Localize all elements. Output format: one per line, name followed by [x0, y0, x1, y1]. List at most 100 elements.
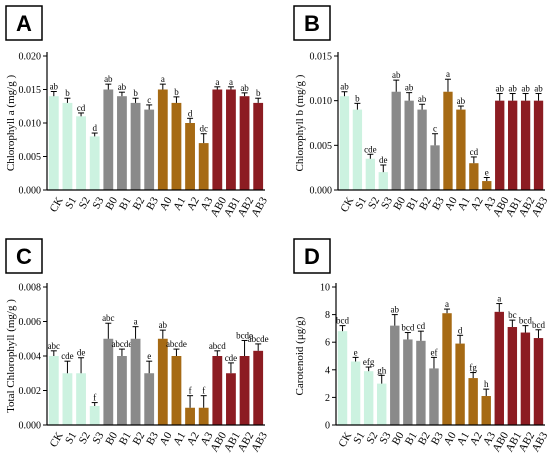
significance-label: de: [379, 155, 388, 165]
panel-letter: C: [16, 244, 32, 269]
x-tick-label: AB3: [530, 195, 550, 219]
bar-ab2: [239, 96, 250, 190]
x-tick-label: B3: [429, 430, 446, 448]
bar-ck: [337, 331, 348, 425]
panel-letter-box: [293, 5, 331, 41]
y-tick-label: 0.010: [310, 96, 333, 107]
bar-b1: [404, 100, 414, 190]
x-tick-label: B1: [404, 195, 421, 212]
significance-label: ab: [50, 82, 59, 92]
x-tick-label: B2: [131, 195, 148, 212]
bar-ab0: [494, 311, 504, 425]
significance-label: abc: [102, 313, 115, 323]
x-tick-label: S1: [63, 195, 79, 211]
bar-a0: [443, 91, 453, 190]
y-tick-label: 0.005: [310, 141, 333, 152]
significance-label: ab: [405, 83, 414, 93]
x-tick-label: A2: [469, 195, 486, 213]
chart-panel-a: AabCKbS1cdS2dS3abB0abB1bB2cB3aA0bA1dA2dc…: [5, 5, 270, 219]
bar-b0: [390, 325, 400, 425]
significance-label: abcde: [248, 334, 269, 344]
bar-s1: [62, 102, 73, 190]
y-tick-label: 0.000: [310, 186, 333, 197]
bar-a0: [157, 338, 168, 425]
chart-panel-d: DbcdCKeS1efgS2ghS3abB0bcdB1cdB2efB3aA0dA…: [293, 238, 550, 454]
bar-b1: [117, 356, 127, 425]
significance-label: d: [458, 325, 463, 335]
x-tick-label: S2: [77, 195, 93, 211]
bar-ab0: [212, 356, 223, 425]
bar-ab2: [520, 332, 531, 425]
significance-label: b: [355, 93, 360, 103]
significance-label: f: [189, 386, 192, 396]
bar-s2: [365, 158, 376, 190]
panel-letter-box: [5, 238, 43, 274]
bar-a1: [171, 356, 182, 425]
bar-ab3: [253, 102, 264, 190]
significance-label: d: [92, 123, 97, 133]
bar-ab2: [239, 356, 250, 425]
significance-label: d: [188, 108, 193, 118]
bar-s2: [76, 373, 86, 425]
significance-label: ab: [340, 82, 349, 92]
bar-b0: [391, 91, 401, 190]
significance-label: ab: [159, 320, 168, 330]
x-tick-label: B0: [391, 195, 408, 213]
significance-label: a: [445, 299, 449, 309]
x-tick-label: A1: [456, 195, 473, 213]
significance-label: bcd: [336, 316, 349, 326]
bar-s2: [363, 371, 374, 425]
panel-letter: B: [304, 11, 320, 36]
bar-a2: [469, 163, 479, 190]
x-tick-label: AB3: [249, 430, 270, 454]
x-tick-label: B3: [144, 195, 161, 213]
x-tick-label: B2: [131, 430, 148, 447]
significance-label: cd: [77, 103, 86, 113]
x-tick-label: S2: [366, 195, 382, 211]
x-tick-label: B1: [403, 430, 420, 447]
significance-label: dc: [199, 124, 208, 134]
bar-ab1: [226, 89, 236, 190]
significance-label: ab: [240, 83, 249, 93]
significance-label: b: [65, 88, 70, 98]
bar-a3: [198, 143, 209, 190]
significance-label: abcde: [166, 339, 187, 349]
y-tick-label: 0.015: [310, 52, 333, 63]
x-tick-label: B1: [117, 195, 134, 212]
significance-label: abcde: [111, 339, 132, 349]
significance-label: ab: [521, 84, 530, 94]
significance-label: e: [354, 347, 358, 357]
y-tick-label: 0.006: [19, 317, 42, 328]
bar-ab2: [520, 100, 531, 190]
bar-a3: [482, 181, 492, 190]
bar-ck: [48, 96, 59, 190]
significance-label: bcd: [532, 320, 545, 330]
bar-b3: [144, 109, 155, 190]
significance-label: ab: [534, 84, 543, 94]
chart-panel-c: CabcCKcdeS1deS2fS3abcB0abcdeB1aB2eB3abA0…: [5, 238, 270, 454]
y-tick-label: 0.000: [19, 421, 42, 432]
y-tick-label: 6: [325, 338, 330, 349]
significance-label: c: [433, 124, 437, 134]
x-tick-label: S1: [353, 195, 369, 211]
y-tick-label: 0: [325, 421, 330, 432]
significance-label: de: [77, 348, 86, 358]
y-tick-label: 0.010: [19, 119, 42, 130]
y-tick-label: 10: [320, 283, 330, 294]
bar-b2: [130, 338, 141, 425]
significance-label: bcde: [236, 330, 253, 340]
significance-label: cde: [364, 144, 377, 154]
bar-s3: [377, 383, 387, 425]
significance-label: ab: [104, 74, 113, 84]
significance-label: ab: [495, 84, 504, 94]
significance-label: cd: [470, 147, 479, 157]
significance-label: abc: [48, 341, 61, 351]
x-tick-label: A2: [185, 195, 202, 213]
panel-letter: D: [304, 244, 320, 269]
bar-b0: [103, 338, 114, 425]
bar-b3: [429, 368, 439, 425]
y-tick-label: 0.000: [19, 186, 42, 197]
bar-ck: [48, 356, 59, 425]
x-tick-label: S1: [63, 430, 79, 446]
